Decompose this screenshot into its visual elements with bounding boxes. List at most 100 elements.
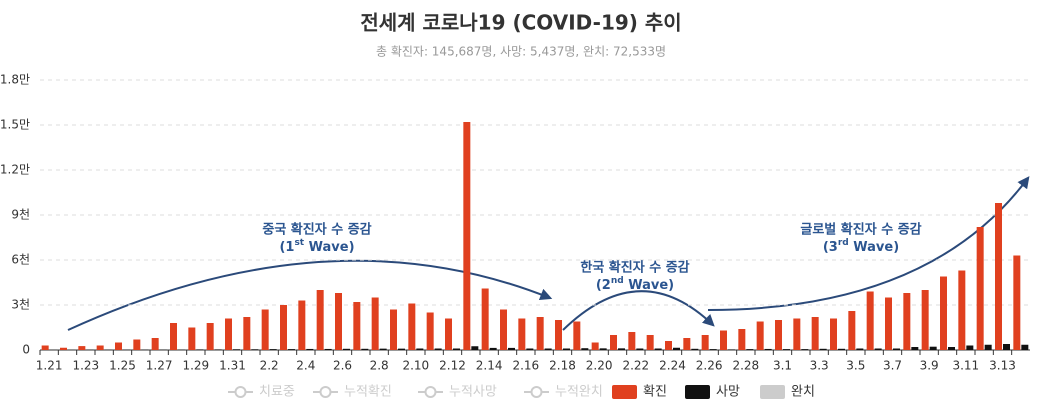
wave-num: (3 [823, 240, 838, 255]
bar [610, 335, 617, 350]
bar [691, 348, 699, 350]
x-tick-label: 3.13 [989, 359, 1016, 373]
legend-dot [234, 386, 247, 398]
bar [958, 270, 966, 350]
bar [251, 349, 259, 350]
bar [243, 317, 251, 350]
wave-num: (1 [279, 240, 294, 255]
bar [903, 293, 911, 350]
bar [665, 341, 672, 350]
y-tick-label: 9천 [11, 207, 30, 222]
y-tick-label: 1.8만 [0, 73, 30, 87]
bar [335, 293, 342, 350]
x-tick-label: 2.10 [402, 359, 429, 373]
bar [298, 300, 306, 350]
bar [738, 329, 746, 350]
bar [481, 288, 489, 350]
bar [445, 318, 452, 350]
legend-swatch [612, 385, 637, 399]
y-tick-label: 6천 [11, 252, 30, 267]
bar [555, 320, 562, 350]
x-tick-label: 2.4 [296, 359, 315, 373]
bar [214, 349, 222, 350]
annotation-wave: (2nd Wave) [596, 276, 674, 293]
annotation-wave: (1st Wave) [279, 238, 354, 255]
legend-dot [424, 386, 437, 398]
wave-label: Wave) [624, 278, 674, 293]
bar [756, 321, 764, 350]
bar [78, 346, 86, 350]
x-tick-label: 2.20 [586, 359, 613, 373]
bar [416, 348, 424, 350]
bar [261, 309, 269, 350]
bar [709, 349, 717, 350]
bar [324, 348, 332, 350]
bar [1021, 344, 1029, 350]
bar [720, 330, 727, 350]
bar [856, 348, 864, 350]
bar [948, 347, 955, 350]
x-tick-label: 2.14 [476, 359, 503, 373]
bar [654, 348, 662, 350]
legend-label: 누적사망 [449, 385, 497, 400]
x-tick-label: 3.3 [810, 359, 829, 373]
annotation: 중국 확진자 수 증감 [262, 222, 371, 238]
x-tick-label: 3.9 [920, 359, 939, 373]
bar [636, 348, 644, 350]
legend-dot [319, 386, 332, 398]
wave-sup: nd [611, 276, 624, 286]
bar [618, 348, 625, 350]
x-tick-label: 2.28 [732, 359, 759, 373]
wave-label: Wave) [849, 240, 899, 255]
bar [188, 327, 196, 350]
bar [874, 348, 882, 350]
legend-label: 완치 [791, 385, 815, 400]
bar [463, 122, 471, 350]
x-tick-label: 2.18 [549, 359, 576, 373]
bar [60, 347, 67, 350]
bar [544, 348, 552, 350]
x-tick-label: 2.12 [439, 359, 466, 373]
x-tick-label: 3.11 [952, 359, 979, 373]
wave-label: Wave) [304, 240, 354, 255]
bar [746, 349, 754, 350]
bar [830, 318, 837, 350]
bar [41, 345, 49, 350]
bar [434, 348, 442, 350]
chart-subtitle: 총 확진자: 145,687명, 사망: 5,437명, 완치: 72,533명 [376, 45, 666, 59]
legend-label: 치료중 [259, 385, 295, 400]
y-tick-label: 3천 [11, 297, 30, 312]
bar [269, 349, 277, 350]
y-tick-label: 1.2만 [0, 163, 30, 177]
wave-sup: st [294, 238, 304, 248]
wave-num: (2 [596, 278, 611, 293]
bar [453, 348, 460, 350]
bar [599, 348, 607, 350]
legend-label: 사망 [716, 385, 740, 400]
bar [976, 227, 984, 350]
annotation: 한국 확진자 수 증감 [580, 260, 689, 276]
legend-dot [530, 386, 543, 398]
bar [929, 346, 937, 350]
x-tick-label: 3.1 [773, 359, 792, 373]
x-tick-label: 3.5 [846, 359, 865, 373]
bar [591, 342, 599, 350]
x-tick-label: 2.22 [622, 359, 649, 373]
x-tick-label: 3.7 [883, 359, 902, 373]
bar [563, 348, 570, 350]
annotation-wave: (3rd Wave) [823, 238, 899, 255]
bar [838, 348, 845, 350]
x-tick-label: 1.23 [72, 359, 99, 373]
bar [819, 348, 827, 350]
bar [343, 348, 350, 350]
x-tick-label: 1.25 [109, 359, 136, 373]
bar [361, 348, 369, 350]
bar [911, 347, 919, 350]
bar [893, 348, 900, 350]
bar [1003, 344, 1010, 350]
chart-title: 전세계 코로나19 (COVID-19) 추이 [360, 11, 681, 35]
bar [683, 338, 691, 350]
bar [848, 311, 856, 350]
bar [133, 339, 141, 350]
